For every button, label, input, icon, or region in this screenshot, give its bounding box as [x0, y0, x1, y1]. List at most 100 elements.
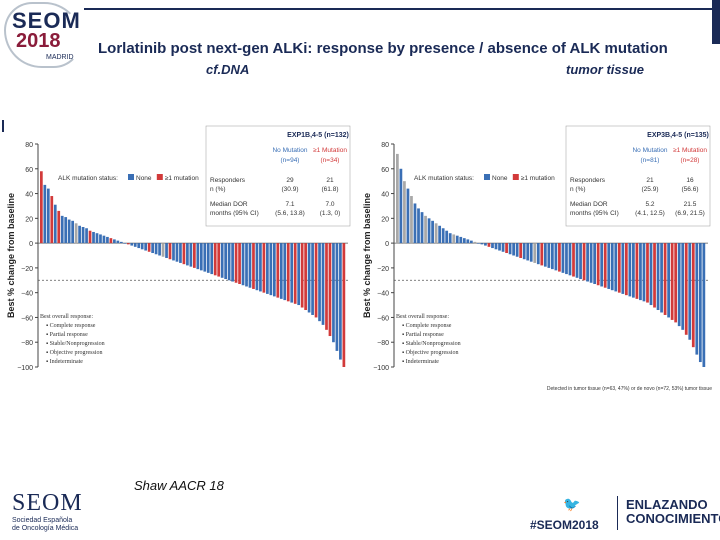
bar: [653, 243, 656, 308]
bar: [561, 243, 565, 273]
response-legend-item: ▪ Objective progression: [402, 350, 458, 356]
table-title: EXP1B,4-5 (n=132): [287, 132, 349, 139]
bar: [74, 223, 78, 244]
legend-label: ≥1 mutation: [521, 175, 555, 182]
logo-year: 2018: [16, 30, 61, 52]
y-tick-label: 20: [381, 216, 389, 223]
org-sub-1: Sociedad Española: [12, 517, 73, 524]
bar: [99, 234, 102, 244]
y-axis-label: Best % change from baseline: [362, 193, 372, 318]
table-cell: 16: [686, 177, 694, 184]
table-cell-ci: (56.6): [682, 186, 699, 193]
bar: [102, 235, 106, 244]
bar: [646, 243, 649, 303]
bar: [674, 243, 678, 323]
bar: [137, 243, 141, 249]
response-legend-item: ▪ Stable/Nonprogression: [46, 341, 105, 347]
bar: [639, 243, 642, 301]
bar: [53, 204, 57, 244]
table-title: EXP3B,4-5 (n=135): [647, 132, 709, 139]
legend-label: ≥1 mutation: [165, 175, 199, 182]
table-col-header-n: (n=94): [281, 157, 300, 164]
bar: [610, 243, 614, 291]
table-col-header: ≥1 Mutation: [673, 147, 707, 154]
table-cell-ci: (25.9): [642, 186, 659, 193]
bar: [406, 188, 410, 244]
bar: [558, 243, 561, 272]
bar: [670, 243, 674, 320]
bar: [133, 243, 137, 247]
bar: [589, 243, 593, 283]
bar: [536, 243, 540, 265]
bar: [649, 243, 653, 306]
stats-table: [205, 125, 351, 227]
bar: [342, 243, 346, 367]
bar: [424, 215, 427, 244]
bar: [276, 243, 280, 298]
bar: [269, 243, 273, 296]
waterfall-chart-cfdna: 80 60 40 20 0 −20 −40 −60 −80 −100 Best % change f…: [4, 122, 356, 384]
legend-swatch: [128, 174, 134, 180]
bar: [339, 243, 342, 360]
bar: [603, 243, 607, 288]
response-legend-item: ▪ Indeterminate: [402, 359, 439, 365]
table-cell: 21: [646, 177, 654, 184]
bar: [290, 243, 294, 303]
bar: [462, 238, 466, 244]
bar: [189, 243, 193, 267]
hashtag[interactable]: #SEOM2018: [530, 518, 599, 532]
bar: [540, 243, 544, 266]
bar: [417, 208, 420, 244]
bar: [554, 243, 558, 271]
bar: [40, 171, 43, 244]
bar: [600, 243, 604, 287]
table-row-label-2: n (%): [210, 186, 226, 193]
table-cell: 21.5: [684, 201, 697, 208]
bar: [508, 243, 512, 255]
response-legend-item: ▪ Complete response: [402, 323, 452, 329]
org-sub-2: de Oncología Médica: [12, 525, 79, 532]
bar: [109, 238, 113, 244]
bar: [526, 243, 530, 261]
bar: [151, 243, 154, 254]
legend-title: ALK mutation status:: [414, 175, 474, 182]
bar: [304, 243, 307, 311]
bar: [695, 243, 699, 355]
bar: [396, 153, 399, 244]
y-tick-label: 40: [381, 192, 389, 199]
bar: [123, 243, 127, 244]
bar: [95, 233, 99, 244]
response-legend-item: ▪ Objective progression: [46, 350, 102, 356]
bar: [575, 243, 579, 278]
table-cell-ci: (4.1, 12.5): [635, 210, 665, 217]
response-legend-item: Best overall response:: [396, 314, 449, 320]
y-tick-label: −40: [377, 291, 389, 298]
bar: [67, 219, 71, 244]
y-tick-label: 60: [25, 167, 33, 174]
waterfall-chart-tumor-tissue: 80 60 40 20 0 −20 −40 −60 −80 −100 Best % change f…: [360, 122, 716, 392]
table-col-header: No Mutation: [272, 147, 307, 154]
bar: [427, 218, 431, 244]
bar: [140, 243, 144, 250]
table-row-label-2: months (95% CI): [570, 210, 619, 217]
bar: [272, 243, 276, 297]
table-cell-ci: (1.3, 0): [320, 210, 341, 217]
bar: [234, 243, 238, 283]
slide-title: Lorlatinib post next-gen ALKi: response …: [98, 40, 668, 57]
chart-footnote: Detected in tumor tissue (n=63, 47%) or …: [547, 386, 712, 392]
table-row-label: Median DOR: [570, 201, 608, 208]
y-tick-label: 20: [25, 216, 33, 223]
bar: [448, 233, 452, 244]
bar: [431, 220, 434, 244]
legend-title: ALK mutation status:: [58, 175, 118, 182]
y-tick-label: 0: [385, 241, 389, 248]
bar: [459, 236, 463, 244]
bar: [206, 243, 210, 273]
bar: [64, 217, 68, 244]
table-cell-ci: (61.8): [322, 186, 339, 193]
bar: [50, 196, 54, 244]
twitter-bird-icon: 🐦: [563, 497, 581, 513]
bar: [130, 243, 134, 246]
bar: [455, 235, 459, 244]
bar: [565, 243, 568, 275]
